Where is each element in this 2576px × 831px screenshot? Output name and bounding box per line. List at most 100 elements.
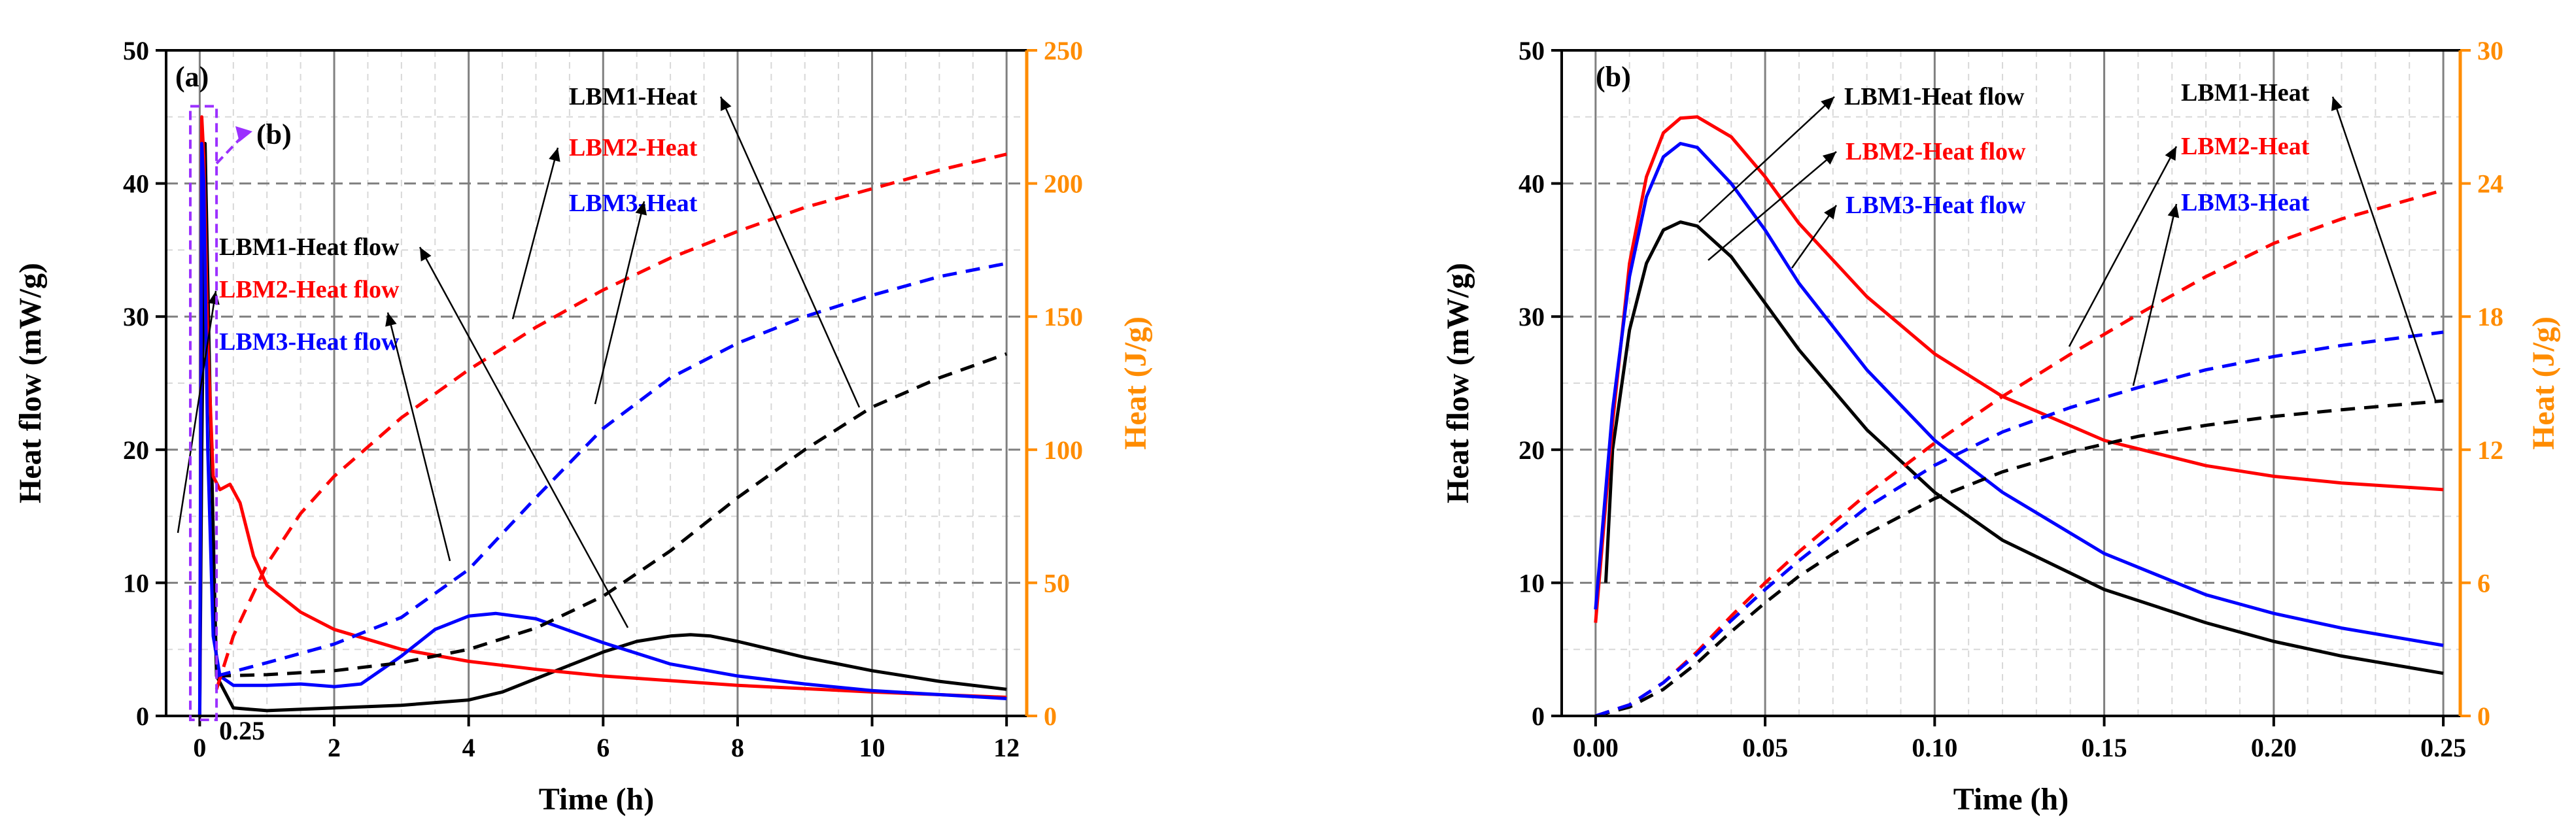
inset-pointer-arrowhead bbox=[235, 126, 252, 142]
y2-tick-label: 30 bbox=[2477, 36, 2503, 65]
arrowhead bbox=[2165, 146, 2176, 161]
x-tick-label: 0.00 bbox=[1573, 733, 1619, 762]
y2-tick-label: 0 bbox=[1044, 702, 1057, 731]
annotation-lbm3-heat-flow: LBM3-Heat flow bbox=[1846, 192, 2026, 219]
arrowhead bbox=[720, 97, 732, 111]
y2-tick-label: 6 bbox=[2477, 568, 2490, 598]
x-tick-label: 0.05 bbox=[1742, 733, 1788, 762]
x-tick-label: 4 bbox=[462, 733, 475, 762]
axes: 0.00 0.05 0.10 0.15 0.20 0.25 0 10 20 30 40 50 0 6 12 1… bbox=[1441, 36, 2561, 817]
y2-tick-label: 24 bbox=[2477, 169, 2503, 199]
y-tick-label: 10 bbox=[1519, 568, 1545, 598]
annotation-lbm1-heat-flow: LBM1-Heat flow bbox=[1844, 83, 2025, 110]
series-lbm3-heat bbox=[216, 262, 1007, 678]
arrowhead bbox=[635, 201, 647, 216]
series-group bbox=[197, 115, 1008, 717]
annotation-lbm2-heat: LBM2-Heat bbox=[2181, 133, 2310, 160]
annotation-arrow bbox=[177, 290, 217, 534]
y2-tick-label: 200 bbox=[1044, 169, 1083, 199]
inset-marker: (b) 0.25 bbox=[189, 105, 292, 745]
annotation-arrow bbox=[386, 312, 451, 562]
y-tick-label: 20 bbox=[1519, 435, 1545, 465]
panel-label: (a) bbox=[175, 61, 209, 93]
y-tick-label: 40 bbox=[123, 169, 149, 199]
annotation-arrow bbox=[2331, 96, 2437, 401]
x-tick-label: 8 bbox=[731, 733, 744, 762]
y2-tick-label: 250 bbox=[1044, 36, 1083, 65]
y-tick-label: 50 bbox=[1519, 36, 1545, 65]
x-tick-label: 10 bbox=[859, 733, 885, 762]
annotation-lbm1-heat: LBM1-Heat bbox=[569, 83, 698, 110]
x-tick-label: 0.25 bbox=[2420, 733, 2466, 762]
y2-tick-label: 50 bbox=[1044, 568, 1070, 598]
y2-tick-label: 0 bbox=[2477, 702, 2490, 731]
annotation-lbm3-heat-flow: LBM3-Heat flow bbox=[219, 328, 400, 356]
arrowhead bbox=[1824, 205, 1836, 220]
annotation-lbm2-heat-flow: LBM2-Heat flow bbox=[1846, 138, 2026, 165]
annotation-lbm3-heat: LBM3-Heat bbox=[2181, 189, 2310, 216]
x-tick-label: 0.20 bbox=[2251, 733, 2297, 762]
inset-pointer-label: (b) bbox=[256, 118, 292, 150]
x-axis-title: Time (h) bbox=[539, 782, 654, 817]
x-tick-label: 0.15 bbox=[2082, 733, 2127, 762]
y-tick-label: 10 bbox=[123, 568, 149, 598]
series-lbm2-heat bbox=[215, 152, 1007, 690]
arrowhead bbox=[2167, 204, 2180, 218]
y-axis-title: Heat flow (mW/g) bbox=[13, 263, 48, 503]
annotation-arrow bbox=[419, 246, 629, 628]
arrowhead bbox=[1821, 97, 1834, 110]
x-axis-title: Time (h) bbox=[1953, 782, 2069, 817]
x-tick-label: 0 bbox=[193, 733, 206, 762]
arrowhead bbox=[420, 247, 432, 262]
y-tick-label: 0 bbox=[136, 702, 149, 731]
annotation-lbm2-heat: LBM2-Heat bbox=[569, 134, 698, 161]
annotation-arrow bbox=[2068, 146, 2178, 347]
series-lbm1-heat bbox=[1595, 399, 2444, 718]
y-tick-label: 30 bbox=[1519, 302, 1545, 331]
annotation-lbm1-heat-flow: LBM1-Heat flow bbox=[219, 233, 400, 261]
x-tick-label: 0.10 bbox=[1912, 733, 1957, 762]
grid bbox=[165, 50, 1027, 716]
x-tick-label: 12 bbox=[993, 733, 1020, 762]
y-tick-label: 0 bbox=[1532, 702, 1545, 731]
y-tick-label: 20 bbox=[123, 435, 149, 465]
arrowhead bbox=[385, 313, 397, 327]
series-group bbox=[1594, 115, 2444, 718]
arrowhead bbox=[2331, 97, 2343, 111]
extra-tick-label: 0.25 bbox=[219, 716, 265, 745]
annotation-arrow bbox=[1708, 151, 1837, 261]
annotation-arrow bbox=[594, 201, 645, 405]
annotation-lbm3-heat: LBM3-Heat bbox=[569, 190, 698, 217]
panel-b: 0.00 0.05 0.10 0.15 0.20 0.25 0 10 20 30 40 50 0 6 12 1… bbox=[1441, 36, 2561, 817]
series-lbm3-heat-flow bbox=[197, 142, 1007, 717]
inset-region-box bbox=[189, 105, 218, 721]
y2-tick-label: 12 bbox=[2477, 435, 2503, 465]
series-lbm1-heat bbox=[216, 352, 1008, 678]
y-axis-title: Heat flow (mW/g) bbox=[1441, 263, 1475, 503]
y2-tick-label: 100 bbox=[1044, 435, 1083, 465]
annotation-arrow bbox=[511, 147, 559, 320]
panel-a: 0 2 4 6 8 10 12 0 10 20 30 40 50 0 50 100 150 200 250 Time … bbox=[13, 36, 1153, 817]
y-tick-label: 40 bbox=[1519, 169, 1545, 199]
y-tick-label: 30 bbox=[123, 302, 149, 331]
panel-label: (b) bbox=[1596, 61, 1631, 93]
annotations: LBM1-Heat flow LBM2-Heat flow LBM3-Heat fl… bbox=[1698, 79, 2437, 401]
annotation-lbm2-heat-flow: LBM2-Heat flow bbox=[219, 276, 400, 303]
series-lbm2-heat-flow bbox=[1594, 115, 2444, 623]
y2-tick-label: 150 bbox=[1044, 302, 1083, 331]
series-lbm3-heat bbox=[1595, 330, 2444, 718]
annotation-arrow bbox=[2132, 203, 2178, 386]
series-lbm3-heat-flow bbox=[1594, 142, 2444, 647]
y2-axis-title: Heat (J/g) bbox=[2526, 316, 2561, 450]
x-tick-label: 2 bbox=[328, 733, 341, 762]
y-tick-label: 50 bbox=[123, 36, 149, 65]
y2-tick-label: 18 bbox=[2477, 302, 2503, 331]
annotation-arrow bbox=[1698, 96, 1835, 223]
annotation-lbm1-heat: LBM1-Heat bbox=[2181, 79, 2310, 107]
annotations: LBM1-Heat LBM2-Heat LBM3-Heat LBM1-Heat flo… bbox=[177, 83, 861, 628]
series-lbm1-heat-flow bbox=[1604, 220, 2444, 675]
y2-axis-title: Heat (J/g) bbox=[1118, 316, 1153, 450]
x-tick-label: 6 bbox=[596, 733, 610, 762]
